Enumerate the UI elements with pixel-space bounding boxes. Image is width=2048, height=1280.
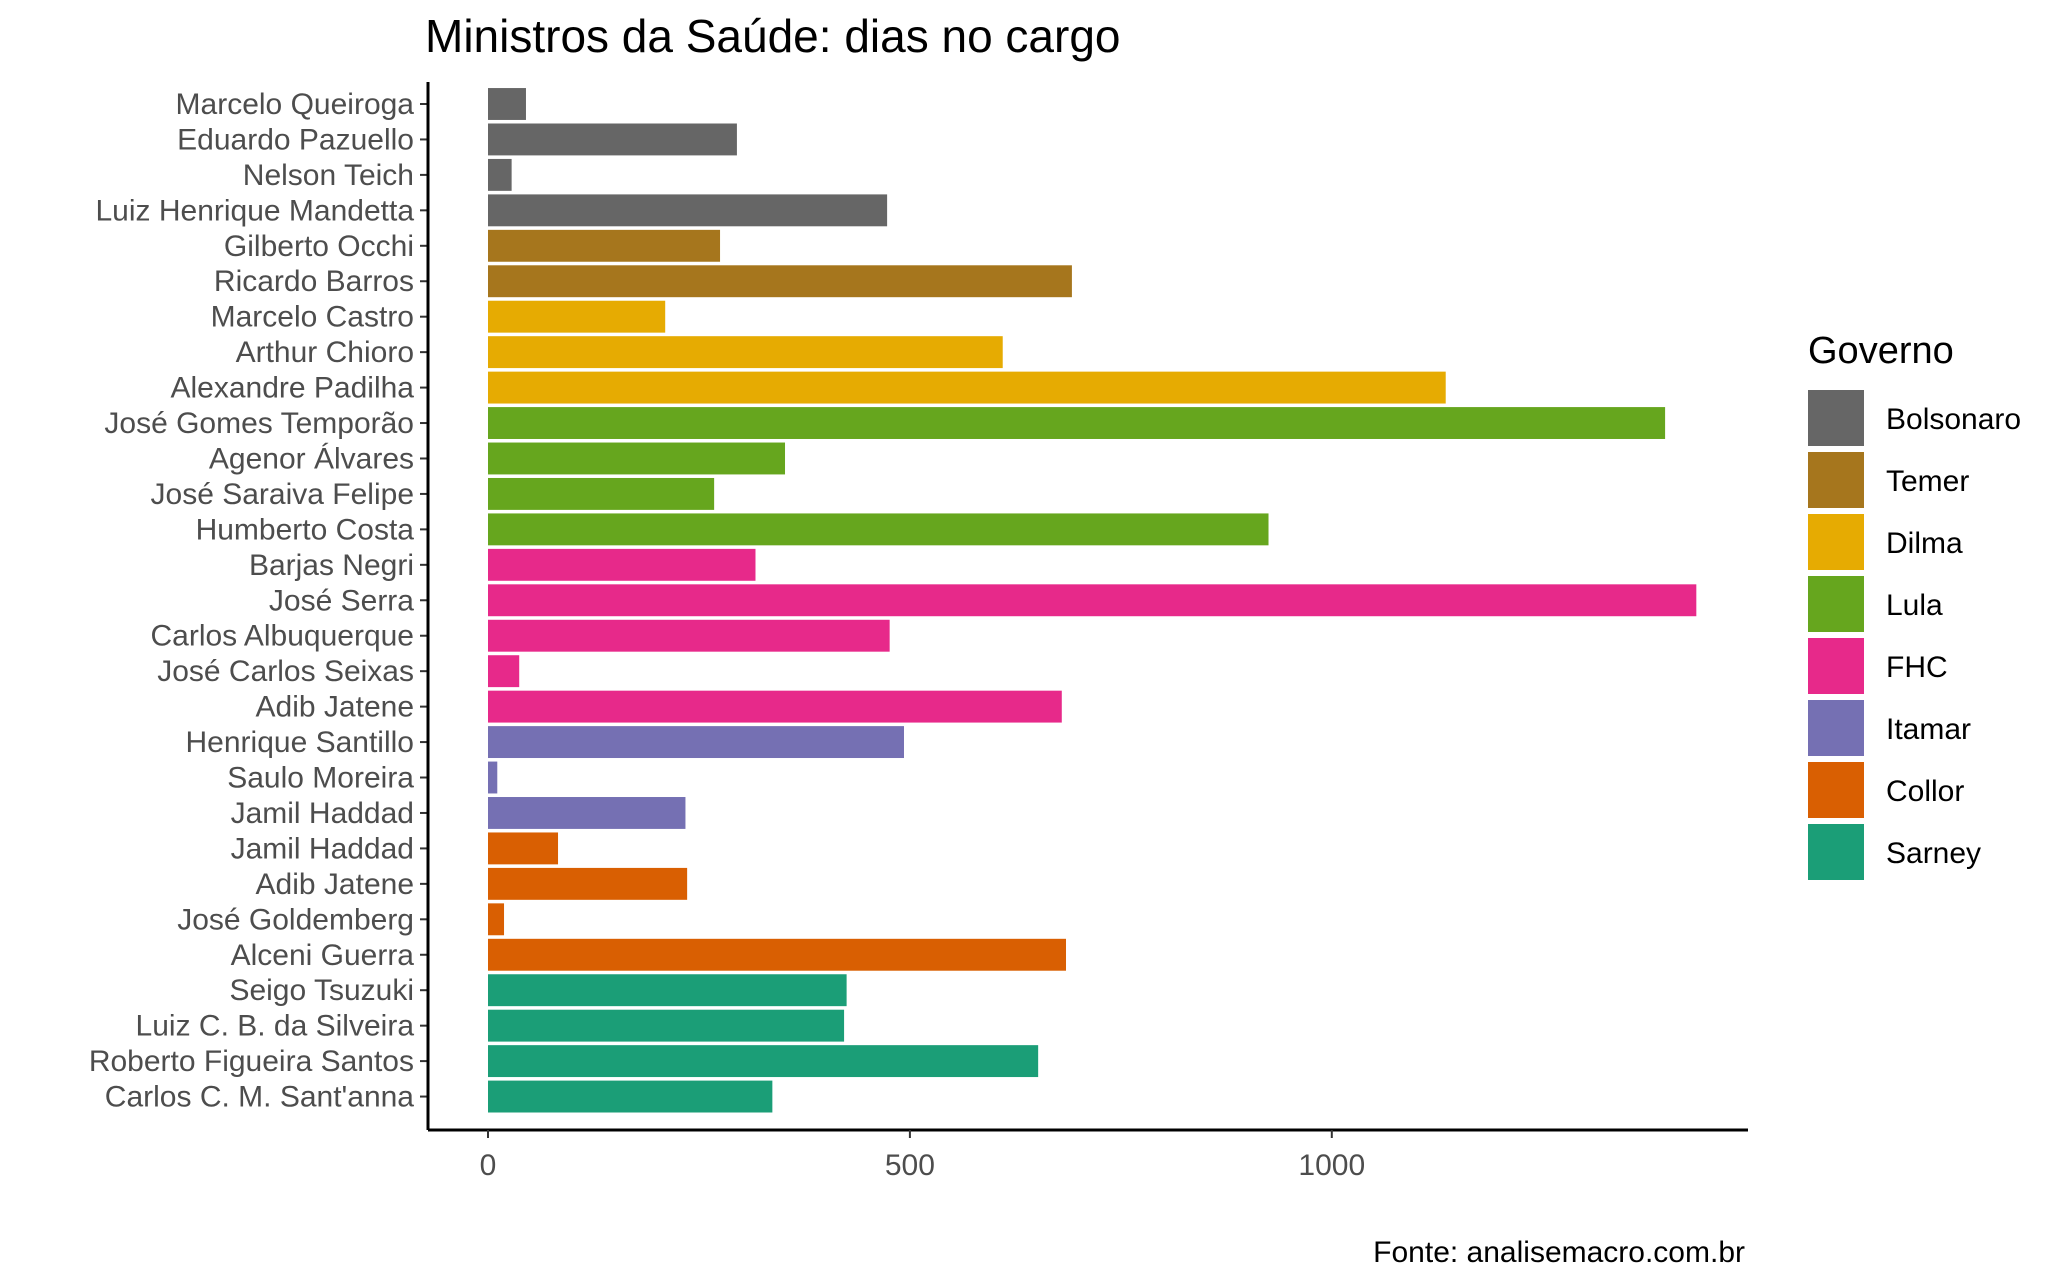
bar <box>488 655 520 688</box>
bar <box>488 300 666 333</box>
bar <box>488 548 756 581</box>
y-tick-label: Jamil Haddad <box>231 797 414 830</box>
bar <box>488 690 1062 723</box>
y-tick-label: Jamil Haddad <box>231 832 414 865</box>
bar <box>488 619 890 652</box>
legend-label: Lula <box>1886 589 1943 622</box>
bar <box>488 1045 1039 1078</box>
bar <box>488 442 786 475</box>
legend-key <box>1808 824 1864 880</box>
bar <box>488 726 904 759</box>
bar <box>488 229 721 262</box>
legend-label: Collor <box>1886 775 1964 808</box>
y-tick-label: Saulo Moreira <box>227 762 414 795</box>
y-tick-label: José Goldemberg <box>177 903 414 936</box>
bar <box>488 194 888 227</box>
chart-title: Ministros da Saúde: dias no cargo <box>425 10 1121 62</box>
y-tick-label: José Carlos Seixas <box>157 655 414 688</box>
x-tick-label: 1000 <box>1298 1149 1365 1182</box>
bar <box>488 797 686 829</box>
caption: Fonte: analisemacro.com.br <box>1373 1236 1745 1269</box>
legend-key <box>1808 452 1864 508</box>
bar <box>488 1009 845 1042</box>
y-tick-label: Roberto Figueira Santos <box>89 1045 414 1078</box>
y-tick-label: Arthur Chioro <box>236 336 414 369</box>
y-tick-label: Marcelo Castro <box>211 301 414 334</box>
y-tick-label: Gilberto Occhi <box>224 230 414 263</box>
y-tick-label: Eduardo Pazuello <box>177 123 414 156</box>
legend-label: Dilma <box>1886 527 1963 560</box>
y-tick-label: Henrique Santillo <box>186 726 414 759</box>
bar <box>488 832 559 865</box>
y-tick-label: Luiz Henrique Mandetta <box>95 194 414 227</box>
legend-key <box>1808 638 1864 694</box>
bar <box>488 265 1072 298</box>
bar <box>488 88 526 120</box>
y-tick-label: Carlos C. M. Sant'anna <box>105 1081 415 1114</box>
bar <box>488 371 1446 404</box>
bar <box>488 123 737 156</box>
bar <box>488 477 715 510</box>
bar <box>488 407 1666 439</box>
legend-label: Temer <box>1886 465 1969 498</box>
bar <box>488 974 847 1007</box>
y-tick-label: Seigo Tsuzuki <box>229 974 414 1007</box>
legend-items: Bolsonaro Temer Dilma Lula FHC Itamar Collor Sa… <box>1808 390 2021 880</box>
legend-label: Itamar <box>1886 713 1971 746</box>
bar <box>488 938 1067 971</box>
y-tick-label: José Saraiva Felipe <box>151 478 414 511</box>
legend-key <box>1808 762 1864 818</box>
legend: Governo Bolsonaro Temer Dilma Lula FHC Itamar… <box>1808 330 2021 880</box>
y-tick-label: José Serra <box>269 584 414 617</box>
bar <box>488 1080 773 1113</box>
y-tick-label: Adib Jatene <box>256 691 414 724</box>
bar <box>488 903 505 936</box>
bars-layer <box>488 88 1697 1113</box>
legend-label: FHC <box>1886 651 1948 684</box>
legend-label: Bolsonaro <box>1886 403 2021 436</box>
y-tick-label: José Gomes Temporão <box>104 407 414 440</box>
y-tick-label: Marcelo Queiroga <box>176 88 415 121</box>
legend-key <box>1808 390 1864 446</box>
y-tick-label: Barjas Negri <box>249 549 414 582</box>
y-tick-label: Alexandre Padilha <box>170 372 414 405</box>
x-tick-label: 500 <box>885 1149 935 1182</box>
y-tick-label: Ricardo Barros <box>214 265 414 298</box>
legend-key <box>1808 700 1864 756</box>
y-tick-label: Carlos Albuquerque <box>150 620 414 653</box>
legend-title: Governo <box>1808 330 1954 372</box>
bar <box>488 158 512 191</box>
y-tick-label: Alceni Guerra <box>231 939 415 972</box>
y-tick-label: Luiz C. B. da Silveira <box>136 1010 415 1043</box>
bar <box>488 867 688 900</box>
legend-key <box>1808 514 1864 570</box>
legend-label: Sarney <box>1886 837 1981 870</box>
x-tick-label: 0 <box>480 1149 497 1182</box>
legend-key <box>1808 576 1864 632</box>
bar <box>488 584 1697 617</box>
y-tick-label: Nelson Teich <box>243 159 414 192</box>
y-tick-label: Humberto Costa <box>196 513 415 546</box>
y-tick-label: Adib Jatene <box>256 868 414 901</box>
bar <box>488 761 498 794</box>
bar <box>488 336 1003 369</box>
x-axis: 0 500 1000 <box>428 1128 1748 1182</box>
y-tick-label: Agenor Álvares <box>209 442 414 475</box>
bar <box>488 513 1269 546</box>
